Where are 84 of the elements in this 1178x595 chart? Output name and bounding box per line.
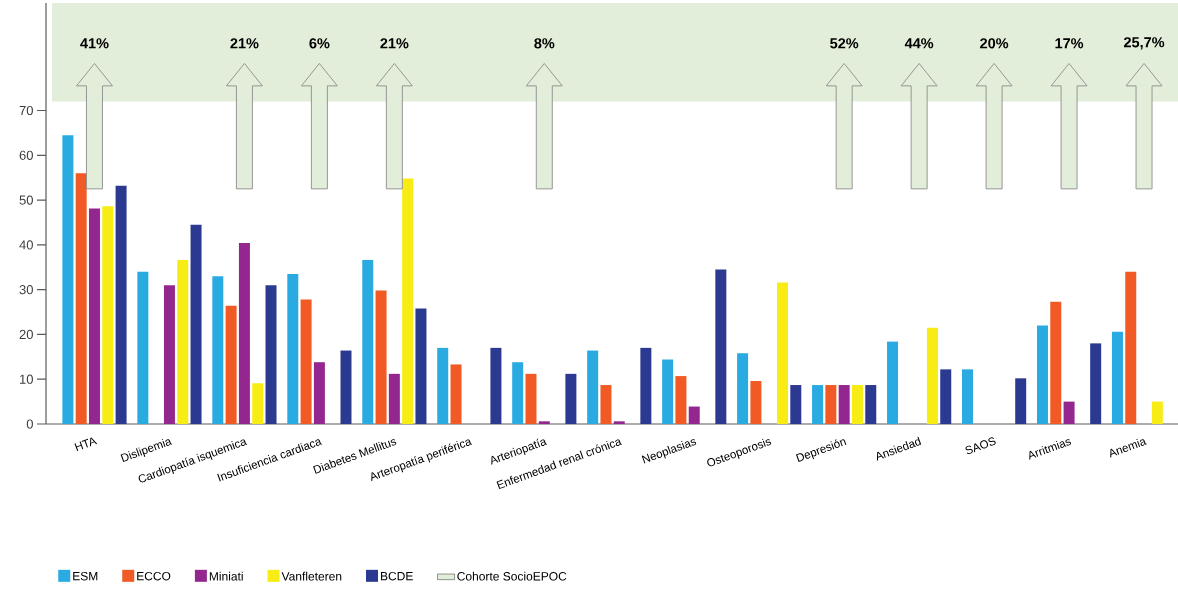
legend-label: Vanfleteren [281, 571, 342, 581]
bar [1036, 325, 1048, 424]
legend-label: Cohorte SocioEPOC [457, 571, 567, 581]
bar [102, 206, 114, 424]
bar [851, 385, 863, 424]
legend-label: Miniati [209, 571, 243, 581]
annotation: 20% [980, 38, 1009, 49]
bar [362, 260, 374, 424]
bar [790, 385, 802, 424]
bar [538, 421, 550, 424]
annotation: 52% [830, 38, 859, 49]
bar [715, 269, 727, 424]
bar [600, 385, 612, 424]
legend-label: BCDE [380, 571, 413, 581]
bar [340, 350, 352, 424]
bar [62, 135, 74, 424]
bar [737, 353, 749, 424]
bar [225, 305, 237, 424]
bar [838, 385, 850, 424]
bar [313, 362, 325, 424]
bar [415, 308, 427, 424]
y-tick-label: 50 [19, 195, 33, 205]
bar [490, 347, 502, 424]
annotation: 8% [534, 38, 555, 49]
bar [662, 359, 674, 424]
bar [825, 385, 837, 424]
bar [512, 362, 524, 424]
bar [525, 373, 537, 424]
legend-label: ESM [73, 571, 98, 581]
annotation: 25,7% [1123, 37, 1165, 50]
bar [1111, 331, 1123, 424]
bar [437, 347, 449, 424]
bar [238, 243, 250, 424]
bar [865, 385, 877, 424]
bar [613, 421, 625, 424]
bar [587, 350, 599, 424]
bar [137, 271, 149, 424]
bar [940, 369, 952, 424]
bar [1151, 401, 1163, 424]
x-tick-label: SAOS [965, 437, 996, 455]
bar [190, 224, 202, 424]
bar [640, 347, 652, 424]
bar [1050, 301, 1062, 424]
bar [750, 381, 762, 424]
y-tick-label: 20 [19, 329, 33, 340]
bar [375, 290, 387, 424]
bar [388, 373, 400, 424]
annotation: 6% [309, 38, 330, 49]
bar [177, 260, 189, 424]
bar [1125, 271, 1137, 424]
bar [287, 273, 299, 424]
y-tick-label: 70 [19, 105, 33, 116]
bar [252, 383, 264, 424]
bar [1090, 343, 1102, 424]
annotation: 17% [1055, 38, 1084, 49]
x-tick-label: HTA [74, 437, 98, 452]
bar [265, 285, 277, 424]
y-tick-label: 0 [26, 419, 33, 429]
bar [115, 185, 127, 424]
bar [962, 369, 973, 424]
y-tick-label: 10 [20, 374, 33, 384]
bar [812, 385, 824, 424]
bar [212, 276, 224, 424]
annotation: 41% [80, 38, 109, 49]
bar [688, 406, 700, 424]
annotation: 21% [230, 38, 259, 49]
bar [450, 364, 462, 424]
bar [300, 299, 312, 424]
bar [926, 327, 938, 424]
bar [163, 285, 175, 424]
bar [1063, 401, 1075, 424]
y-tick-label: 40 [19, 240, 33, 250]
bar [565, 373, 577, 424]
bar [88, 208, 100, 424]
bar [1015, 378, 1027, 424]
bar [887, 341, 899, 424]
annotation: 44% [904, 38, 934, 49]
y-tick-label: 60 [19, 150, 33, 160]
annotation: 21% [380, 38, 409, 49]
bar [777, 282, 788, 424]
legend-label: ECCO [137, 571, 171, 581]
y-tick-label: 30 [19, 285, 33, 295]
bar [675, 376, 687, 424]
x-tick-label: Anemia [1110, 438, 1147, 458]
